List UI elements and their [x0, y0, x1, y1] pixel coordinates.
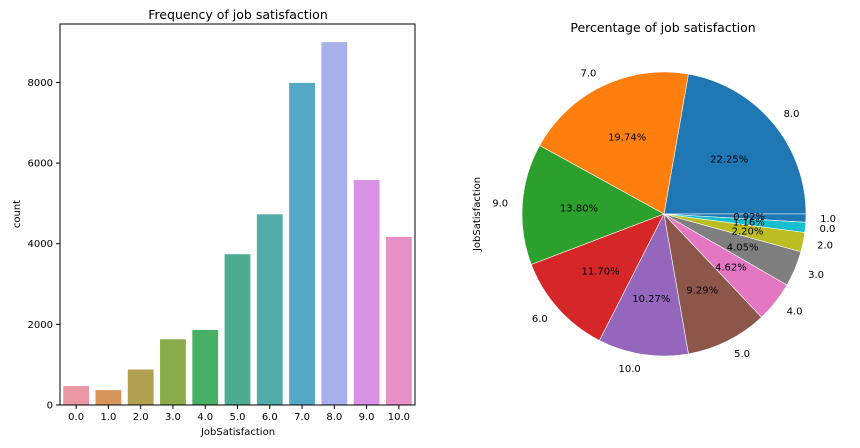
bar-series: [63, 42, 412, 406]
pie-percent-label: 9.29%: [686, 286, 718, 297]
pie-category-label: 5.0: [734, 349, 750, 360]
y-tick-label: 2000: [28, 320, 53, 331]
bar: [289, 82, 315, 405]
pie-wedge: [599, 213, 689, 357]
x-tick-label: 3.0: [165, 412, 181, 423]
pie-percent-label: 4.05%: [727, 242, 759, 253]
pie-labels: 8.0 22.25% 7.0 19.74% 9.0 13.80% 6.0 11.70% 10.0…: [492, 69, 836, 375]
bar: [385, 236, 412, 405]
x-tick-label: 7.0: [294, 412, 310, 423]
pie-percent-label: 22.25%: [710, 155, 748, 166]
pie-category-label: 2.0: [817, 241, 833, 252]
pie-category-label: 1.0: [820, 214, 836, 225]
y-tick-label: 0: [47, 401, 53, 412]
pie-percent-label: 4.62%: [715, 262, 747, 273]
bar: [224, 254, 251, 405]
bar: [256, 214, 283, 405]
bar: [63, 386, 90, 405]
pie-category-label: 8.0: [784, 109, 800, 120]
y-axis-ticks: 0 2000 4000 6000 8000: [28, 78, 60, 412]
x-tick-label: 10.0: [388, 412, 410, 423]
y-tick-label: 6000: [28, 159, 53, 170]
pie-percent-label: 2.20%: [732, 226, 764, 237]
pie-wedge: [663, 73, 807, 215]
pie-category-label: 7.0: [581, 69, 597, 80]
pie-category-label: 6.0: [532, 314, 548, 325]
bar-chart-title: Frequency of job satisfaction: [148, 7, 328, 22]
pie-chart: Percentage of job satisfaction JobSatisf…: [472, 20, 836, 375]
x-tick-label: 9.0: [359, 412, 375, 423]
pie-wedge: [663, 213, 807, 223]
bar: [192, 330, 219, 405]
x-tick-label: 5.0: [230, 412, 246, 423]
bar: [127, 369, 154, 405]
pie-category-label: 3.0: [808, 270, 824, 281]
pie-category-label: 4.0: [787, 306, 803, 317]
x-tick-label: 0.0: [68, 412, 84, 423]
pie-category-label: 0.0: [820, 224, 836, 235]
x-tick-label: 6.0: [262, 412, 278, 423]
pie-wedge: [521, 145, 665, 265]
pie-wedge: [663, 213, 762, 355]
x-axis-ticks: 0.0 1.0 2.0 3.0 4.0 5.0 6.0 7.0 8.0 9.0 10.0: [68, 405, 410, 423]
x-tick-label: 1.0: [100, 412, 116, 423]
pie-percent-label: 1.16%: [733, 218, 765, 229]
pie-wedges: [521, 71, 807, 357]
bar: [321, 42, 348, 406]
pie-percent-label: 0.92%: [733, 212, 765, 223]
pie-y-axis-label: JobSatisfaction: [472, 177, 483, 252]
x-tick-label: 2.0: [133, 412, 149, 423]
x-tick-label: 4.0: [197, 412, 213, 423]
pie-percent-label: 13.80%: [560, 204, 598, 215]
bar-chart: Frequency of job satisfaction 0 2000 4000 6…: [12, 7, 416, 438]
x-tick-label: 8.0: [326, 412, 342, 423]
bar: [160, 339, 186, 405]
y-tick-label: 4000: [28, 239, 53, 250]
y-tick-label: 8000: [28, 78, 53, 89]
pie-percent-label: 11.70%: [582, 266, 620, 277]
pie-percent-label: 19.74%: [608, 133, 646, 144]
pie-category-label: 10.0: [619, 364, 641, 375]
pie-wedge: [539, 71, 689, 215]
bar: [353, 180, 380, 405]
pie-percent-label: 10.27%: [632, 294, 670, 305]
y-axis-label: count: [12, 200, 23, 228]
pie-chart-title: Percentage of job satisfaction: [570, 20, 755, 35]
bar: [95, 390, 122, 405]
pie-wedge: [530, 213, 665, 341]
pie-category-label: 9.0: [492, 199, 508, 210]
x-axis-label: JobSatisfaction: [200, 427, 275, 438]
